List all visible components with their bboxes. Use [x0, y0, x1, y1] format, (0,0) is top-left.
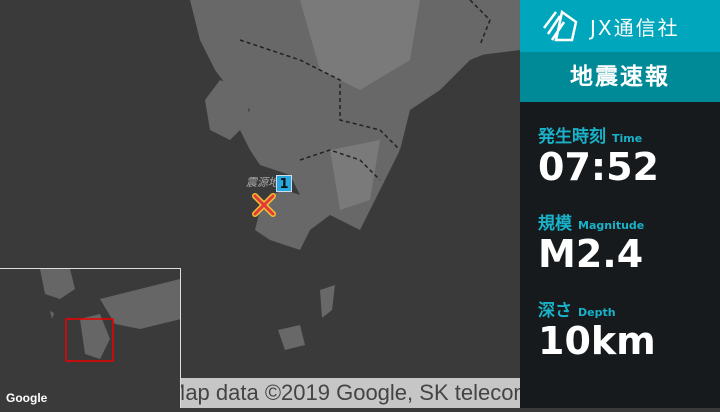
- map-land: [190, 0, 520, 350]
- time-value: 07:52: [538, 145, 659, 189]
- brand-name: JX通信社: [590, 15, 680, 40]
- jx-logo-icon: [543, 9, 578, 42]
- depth-value: 10km: [538, 319, 656, 363]
- depth-label: 深さ Depth: [538, 301, 616, 321]
- map-attribution: Map data ©2019 Google, SK telecom: [181, 378, 520, 408]
- time-label: 発生時刻 Time: [538, 127, 643, 147]
- sidebar-title: 地震速報: [520, 52, 720, 102]
- brand-header: JX通信社: [520, 0, 720, 52]
- inset-land: [40, 269, 180, 362]
- marker-number-badge[interactable]: 1: [276, 175, 292, 192]
- magnitude-label: 規模 Magnitude: [538, 214, 645, 234]
- sidebar: JX通信社 地震速報 発生時刻 Time 07:52 規模 Magnitude M2…: [520, 0, 720, 408]
- epicenter-x-icon[interactable]: [251, 192, 277, 218]
- magnitude-value: M2.4: [538, 232, 644, 276]
- google-logo: Google: [6, 391, 48, 405]
- inset-map[interactable]: Google: [0, 268, 181, 408]
- epicenter-label: 震源地: [246, 176, 279, 189]
- map[interactable]: 震源地 1 Google Map data ©2019 Google, SK t…: [0, 0, 520, 408]
